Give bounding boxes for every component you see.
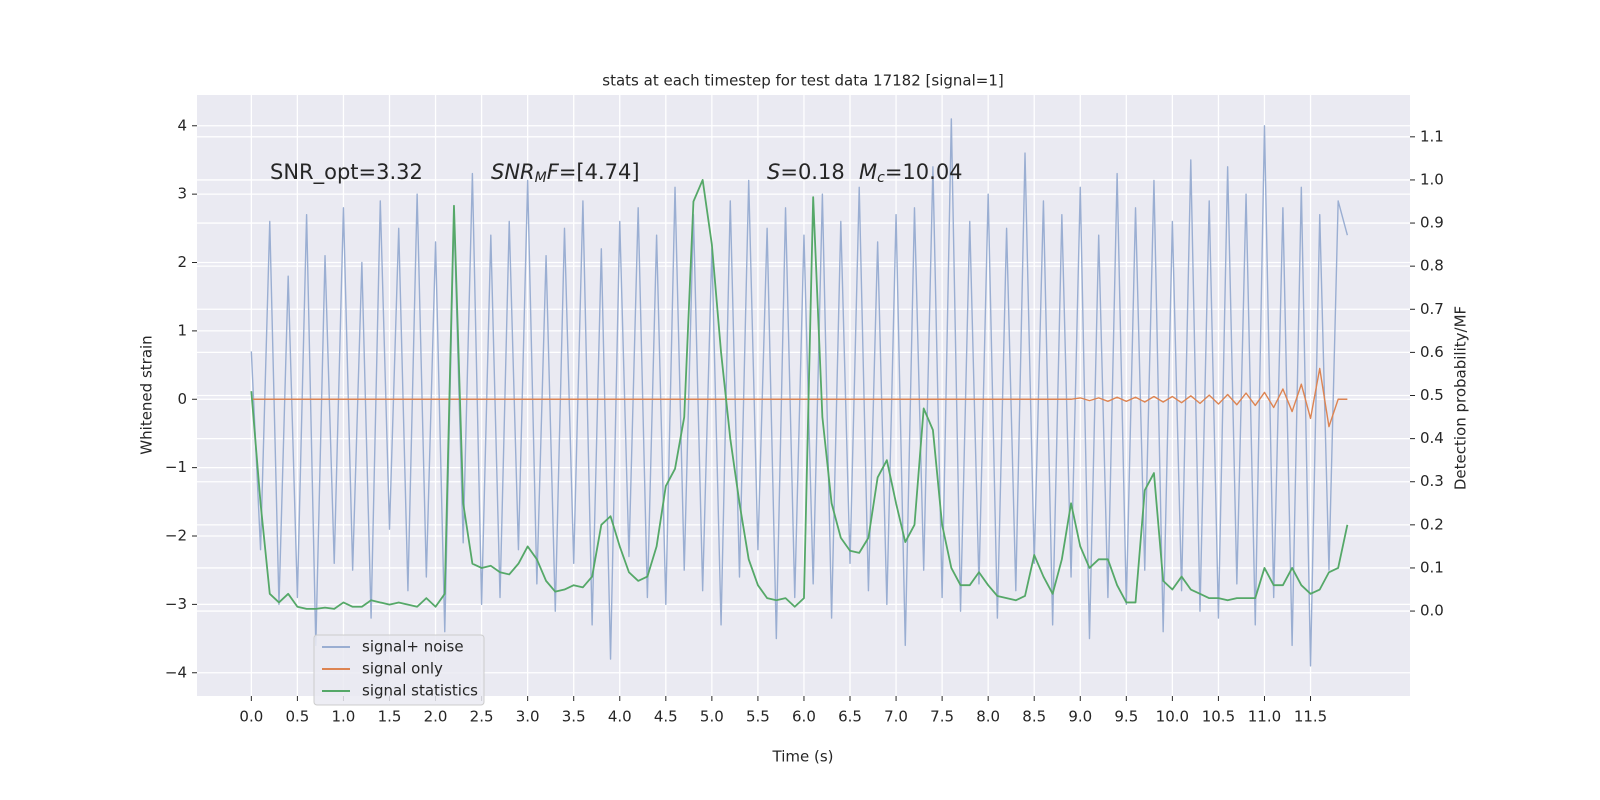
x-tick-label: 9.5 — [1114, 708, 1138, 726]
x-tick-label: 5.0 — [700, 708, 724, 726]
x-tick-label: 11.5 — [1294, 708, 1327, 726]
annotation-part: SNR_opt=3.32 — [270, 160, 423, 185]
x-tick-label: 10.5 — [1202, 708, 1235, 726]
y-tick-label: −2 — [165, 527, 187, 545]
annotation: SNRMF=[4.74] — [491, 160, 640, 186]
y-tick-label: 1 — [177, 321, 187, 339]
y2-tick-label: 0.1 — [1420, 558, 1444, 576]
y-tick-label: 2 — [177, 253, 187, 271]
annotation: S=0.18 — [767, 160, 845, 184]
x-tick-label: 3.5 — [562, 708, 586, 726]
y-axis-label: Whitened strain — [138, 335, 156, 454]
annotation: SNR_opt=3.32 — [270, 160, 423, 185]
y2-tick-label: 0.4 — [1420, 429, 1444, 447]
x-tick-label: 7.0 — [884, 708, 908, 726]
x-tick-label: 11.0 — [1248, 708, 1281, 726]
x-tick-label: 6.5 — [838, 708, 862, 726]
series-line — [250, 118, 1349, 667]
annotation-part: S — [767, 160, 780, 184]
legend: signal+ noise signal only signal statistic… — [313, 634, 485, 706]
legend-box — [313, 634, 485, 706]
x-tick-label: 1.5 — [378, 708, 402, 726]
annotation-part: =[4.74] — [559, 160, 640, 184]
y2-tick-label: 0.8 — [1420, 257, 1444, 275]
y2-tick-label: 1.1 — [1420, 127, 1444, 145]
x-tick-label: 5.5 — [746, 708, 770, 726]
series-line — [251, 367, 1348, 428]
y2-tick-label: 0.9 — [1420, 214, 1444, 232]
x-tick-label: 8.5 — [1022, 708, 1046, 726]
y2-tick-label: 0.0 — [1420, 602, 1444, 620]
annotation-part: M — [535, 170, 547, 186]
y2-tick-label: 0.3 — [1420, 472, 1444, 490]
annotation-part: SNR — [491, 160, 535, 184]
x-tick-label: 8.0 — [976, 708, 1000, 726]
x-tick-label: 10.0 — [1156, 708, 1189, 726]
annotation-part: c — [877, 170, 885, 186]
annotation-part: F — [547, 160, 560, 184]
x-tick-label: 0.0 — [239, 708, 263, 726]
y-tick-label: −1 — [165, 458, 187, 476]
series-line — [250, 179, 1349, 610]
annotation-part: =10.04 — [885, 160, 963, 184]
y2-tick-label: 1.0 — [1420, 170, 1444, 188]
y2-axis-label: Detection probability/MF — [1452, 306, 1470, 490]
x-tick-label: 3.0 — [516, 708, 540, 726]
annotations: SNR_opt=3.32 SNRMF=[4.74] S=0.18 Mc=10.04 — [270, 160, 963, 186]
y2-tick-label: 0.7 — [1420, 300, 1444, 318]
y2-tick-label: 0.5 — [1420, 386, 1444, 404]
x-tick-label: 1.0 — [332, 708, 356, 726]
x-tick-label: 2.0 — [424, 708, 448, 726]
annotation: Mc=10.04 — [859, 160, 963, 186]
y-tick-label: 4 — [177, 116, 187, 134]
x-tick-label: 4.0 — [608, 708, 632, 726]
legend-label: signal only — [362, 660, 443, 678]
annotation-part: M — [859, 160, 877, 184]
x-tick-label: 9.0 — [1068, 708, 1092, 726]
x-tick-label: 7.5 — [930, 708, 954, 726]
x-tick-label: 6.0 — [792, 708, 816, 726]
y2-tick-label: 0.2 — [1420, 515, 1444, 533]
y-tick-label: 3 — [177, 185, 187, 203]
x-tick-label: 0.5 — [285, 708, 309, 726]
y-tick-label: −3 — [165, 595, 187, 613]
marks — [250, 118, 1349, 667]
chart-title: stats at each timestep for test data 171… — [602, 72, 1003, 90]
y2-tick-label: 0.6 — [1420, 343, 1444, 361]
x-axis-label: Time (s) — [772, 748, 834, 766]
y-tick-label: 0 — [177, 390, 187, 408]
x-tick-label: 4.5 — [654, 708, 678, 726]
legend-label: signal+ noise — [362, 638, 464, 656]
annotation-part: =0.18 — [780, 160, 844, 184]
legend-label: signal statistics — [362, 682, 478, 700]
y-tick-label: −4 — [165, 663, 187, 681]
x-tick-label: 2.5 — [470, 708, 494, 726]
